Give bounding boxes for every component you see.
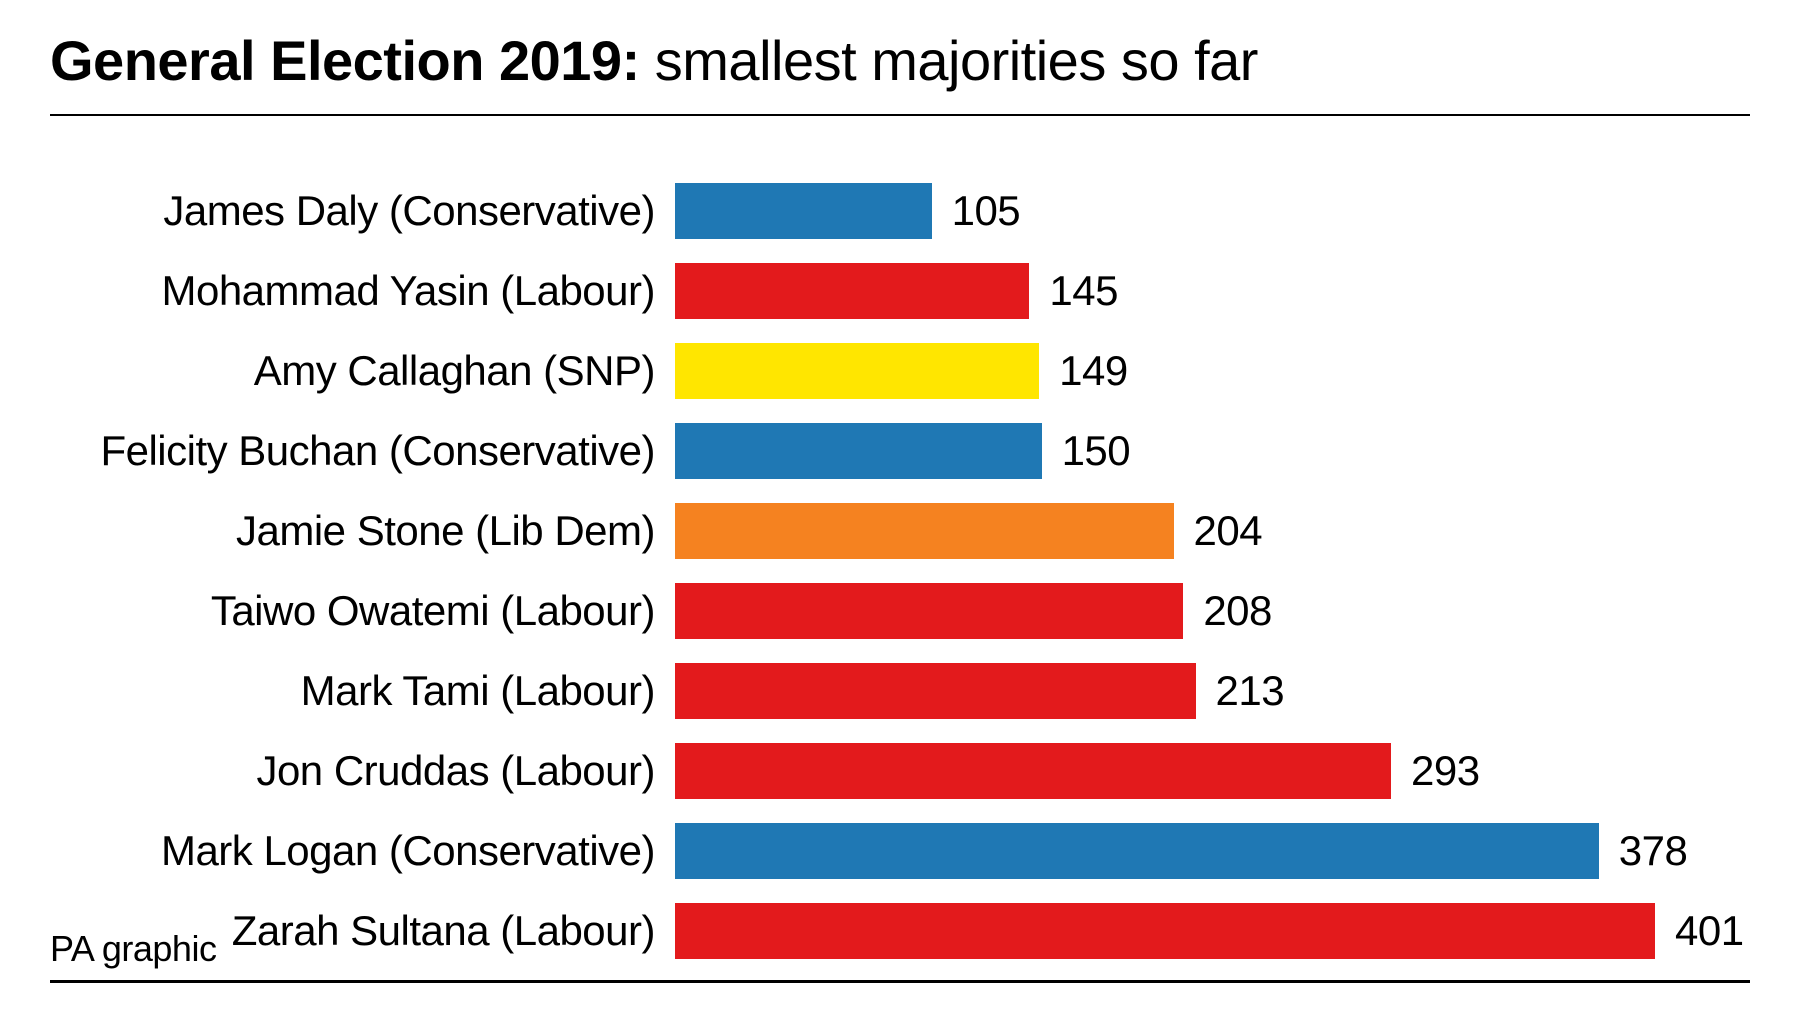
bar-value: 213: [1196, 667, 1285, 715]
bar-wrap: 149: [675, 343, 1750, 399]
bar-label: Mark Tami (Labour): [50, 667, 675, 715]
bar: [675, 663, 1196, 719]
bar-row: Jamie Stone (Lib Dem) 204: [50, 491, 1750, 571]
bar-row: Jon Cruddas (Labour) 293: [50, 731, 1750, 811]
title-bold: General Election 2019:: [50, 29, 640, 92]
bar-wrap: 378: [675, 823, 1750, 879]
bar-value: 150: [1042, 427, 1131, 475]
bar-label: Jon Cruddas (Labour): [50, 747, 675, 795]
bar: [675, 183, 932, 239]
bar-label: Taiwo Owatemi (Labour): [50, 587, 675, 635]
bar-row: Felicity Buchan (Conservative) 150: [50, 411, 1750, 491]
bar-value: 204: [1174, 507, 1263, 555]
bar: [675, 263, 1029, 319]
bar-row: James Daly (Conservative) 105: [50, 171, 1750, 251]
chart-container: General Election 2019: smallest majoriti…: [0, 0, 1800, 1013]
bar: [675, 823, 1599, 879]
bar: [675, 503, 1174, 559]
bar-wrap: 145: [675, 263, 1750, 319]
bar-row: Taiwo Owatemi (Labour) 208: [50, 571, 1750, 651]
bar-row: Amy Callaghan (SNP) 149: [50, 331, 1750, 411]
bar-label: Felicity Buchan (Conservative): [50, 427, 675, 475]
footer-credit: PA graphic: [50, 928, 1750, 983]
bar-wrap: 293: [675, 743, 1750, 799]
title-light: smallest majorities so far: [640, 29, 1258, 92]
bar-value: 149: [1039, 347, 1128, 395]
bar-label: Jamie Stone (Lib Dem): [50, 507, 675, 555]
bar-value: 378: [1599, 827, 1688, 875]
bar-label: Amy Callaghan (SNP): [50, 347, 675, 395]
bar: [675, 583, 1183, 639]
bar-wrap: 105: [675, 183, 1750, 239]
bar-row: Mark Logan (Conservative) 378: [50, 811, 1750, 891]
bar-value: 105: [932, 187, 1021, 235]
bar: [675, 423, 1042, 479]
bar: [675, 343, 1039, 399]
bar: [675, 743, 1391, 799]
chart-title: General Election 2019: smallest majoriti…: [50, 30, 1750, 116]
bar-label: James Daly (Conservative): [50, 187, 675, 235]
bar-label: Mark Logan (Conservative): [50, 827, 675, 875]
bar-wrap: 150: [675, 423, 1750, 479]
bar-label: Mohammad Yasin (Labour): [50, 267, 675, 315]
bar-wrap: 208: [675, 583, 1750, 639]
bar-wrap: 213: [675, 663, 1750, 719]
bar-wrap: 204: [675, 503, 1750, 559]
bar-row: Mark Tami (Labour) 213: [50, 651, 1750, 731]
bars-area: James Daly (Conservative) 105 Mohammad Yas…: [50, 116, 1750, 971]
bar-value: 145: [1029, 267, 1118, 315]
bar-value: 293: [1391, 747, 1480, 795]
bar-row: Mohammad Yasin (Labour) 145: [50, 251, 1750, 331]
bar-value: 208: [1183, 587, 1272, 635]
